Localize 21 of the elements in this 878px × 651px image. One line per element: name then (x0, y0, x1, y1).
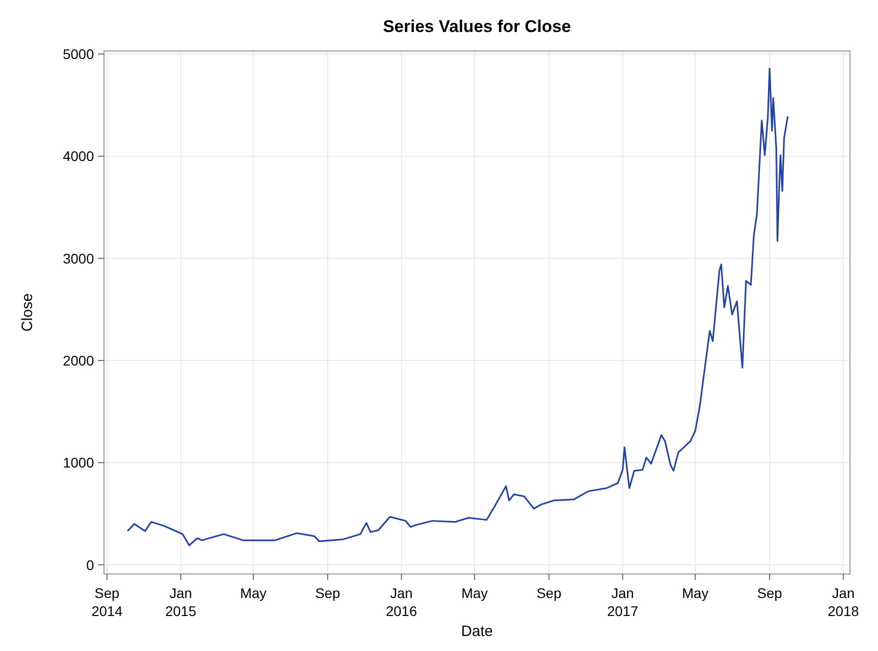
x-tick-label: Jan 2016 (386, 585, 418, 619)
chart-title: Series Values for Close (382, 17, 572, 36)
x-axis-title: Date (461, 623, 493, 640)
x-tick-label: May (682, 585, 708, 601)
y-tick-label: 5000 (62, 46, 94, 62)
x-tick-label: Sep (315, 585, 340, 601)
x-tick-label: May (461, 585, 488, 601)
x-tick-label: Sep (757, 585, 782, 601)
y-tick-label: 0 (86, 556, 94, 573)
y-tick-label: 2000 (62, 352, 94, 369)
x-tick-label: Sep (536, 585, 562, 601)
y-tick-label: 3000 (62, 250, 94, 266)
y-tick-label: 1000 (62, 454, 94, 471)
line-series (126, 68, 789, 546)
y-tick-label: 4000 (62, 148, 94, 164)
y-axis-title: Close (19, 293, 36, 332)
x-tick-label: Jan 2015 (165, 585, 197, 619)
x-tick-label: May (240, 585, 267, 601)
x-tick-label: Jan 2017 (607, 585, 638, 619)
x-tick-label: Jan 2018 (828, 585, 860, 619)
x-tick-label: Sep 2014 (91, 585, 123, 619)
